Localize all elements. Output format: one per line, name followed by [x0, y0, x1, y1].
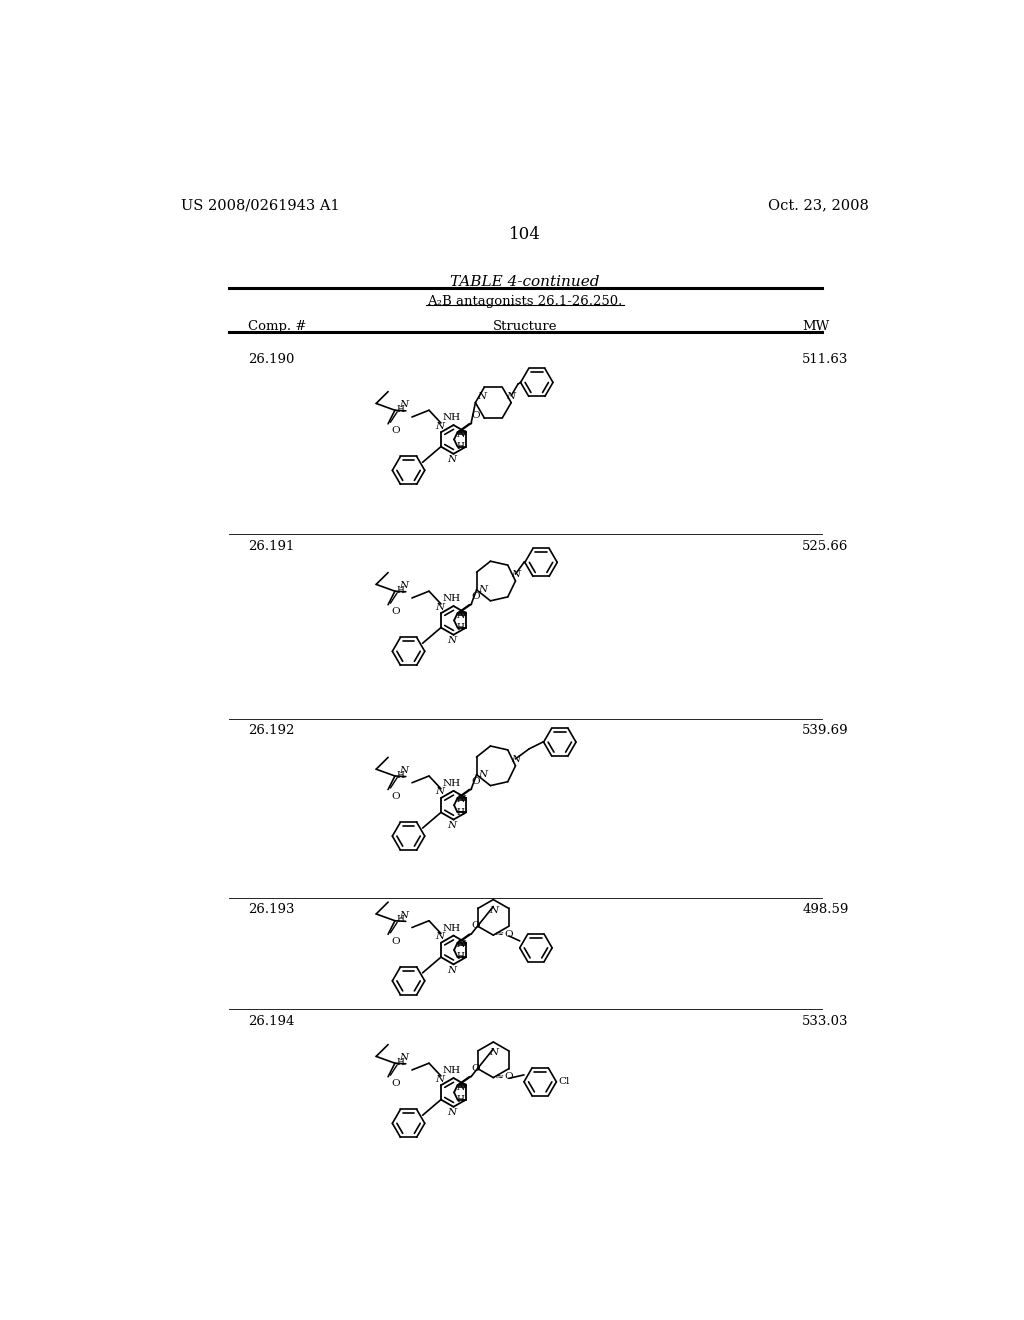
Text: N: N [435, 1074, 444, 1084]
Text: H: H [396, 586, 404, 595]
Text: N: N [447, 636, 457, 645]
Text: N: N [435, 932, 444, 941]
Text: NH: NH [442, 779, 461, 788]
Text: Cl: Cl [558, 1077, 569, 1086]
Text: O: O [391, 426, 399, 436]
Text: US 2008/0261943 A1: US 2008/0261943 A1 [180, 198, 339, 213]
Text: N: N [447, 821, 457, 830]
Text: H: H [396, 771, 404, 780]
Text: N: N [507, 392, 516, 401]
Text: Comp. #: Comp. # [248, 321, 306, 333]
Text: N: N [457, 1082, 466, 1092]
Text: N: N [447, 966, 457, 975]
Text: N: N [399, 400, 409, 409]
Text: N: N [399, 766, 409, 775]
Text: O: O [391, 792, 399, 801]
Text: 533.03: 533.03 [802, 1015, 849, 1028]
Text: O: O [471, 591, 479, 601]
Text: N: N [435, 421, 444, 430]
Text: H: H [396, 405, 404, 414]
Text: N: N [399, 581, 409, 590]
Text: H: H [396, 916, 404, 924]
Text: H: H [457, 952, 464, 961]
Text: N: N [478, 585, 487, 594]
Text: N: N [399, 911, 409, 920]
Text: N: N [447, 1109, 457, 1117]
Text: O: O [471, 411, 479, 420]
Text: 26.194: 26.194 [248, 1015, 295, 1028]
Text: NH: NH [442, 1067, 461, 1076]
Text: N: N [477, 392, 486, 401]
Text: NH: NH [442, 924, 461, 933]
Text: 26.190: 26.190 [248, 354, 295, 366]
Text: NH: NH [442, 594, 461, 603]
Text: N: N [511, 755, 520, 763]
Text: N: N [457, 430, 466, 438]
Text: 104: 104 [509, 226, 541, 243]
Text: ≈: ≈ [495, 1072, 504, 1082]
Text: 26.193: 26.193 [248, 903, 295, 916]
Text: N: N [511, 570, 520, 578]
Text: A₂B antagonists 26.1-26.250.: A₂B antagonists 26.1-26.250. [427, 296, 623, 309]
Text: 525.66: 525.66 [802, 540, 849, 553]
Text: MW: MW [802, 321, 829, 333]
Text: 511.63: 511.63 [802, 354, 849, 366]
Text: O: O [391, 607, 399, 616]
Text: N: N [488, 1048, 498, 1057]
Text: O: O [471, 776, 479, 785]
Text: O: O [471, 921, 479, 931]
Text: 26.192: 26.192 [248, 725, 295, 738]
Text: O: O [391, 937, 399, 945]
Text: H: H [457, 1094, 464, 1104]
Text: 498.59: 498.59 [802, 903, 849, 916]
Text: Oct. 23, 2008: Oct. 23, 2008 [768, 198, 869, 213]
Text: H: H [457, 808, 464, 817]
Text: N: N [488, 906, 498, 915]
Text: O: O [504, 929, 513, 939]
Text: N: N [478, 770, 487, 779]
Text: ≈: ≈ [495, 929, 504, 940]
Text: N: N [399, 1053, 409, 1063]
Text: H: H [457, 623, 464, 632]
Text: H: H [457, 442, 464, 450]
Text: O: O [391, 1078, 399, 1088]
Text: TABLE 4-continued: TABLE 4-continued [451, 276, 599, 289]
Text: N: N [447, 455, 457, 465]
Text: O: O [471, 1064, 479, 1073]
Text: H: H [396, 1057, 404, 1067]
Text: NH: NH [442, 413, 461, 422]
Text: O: O [504, 1072, 513, 1081]
Text: 539.69: 539.69 [802, 725, 849, 738]
Text: Structure: Structure [493, 321, 557, 333]
Text: N: N [457, 940, 466, 949]
Text: N: N [435, 788, 444, 796]
Text: N: N [457, 611, 466, 619]
Text: N: N [435, 603, 444, 611]
Text: 26.191: 26.191 [248, 540, 295, 553]
Text: N: N [457, 796, 466, 804]
